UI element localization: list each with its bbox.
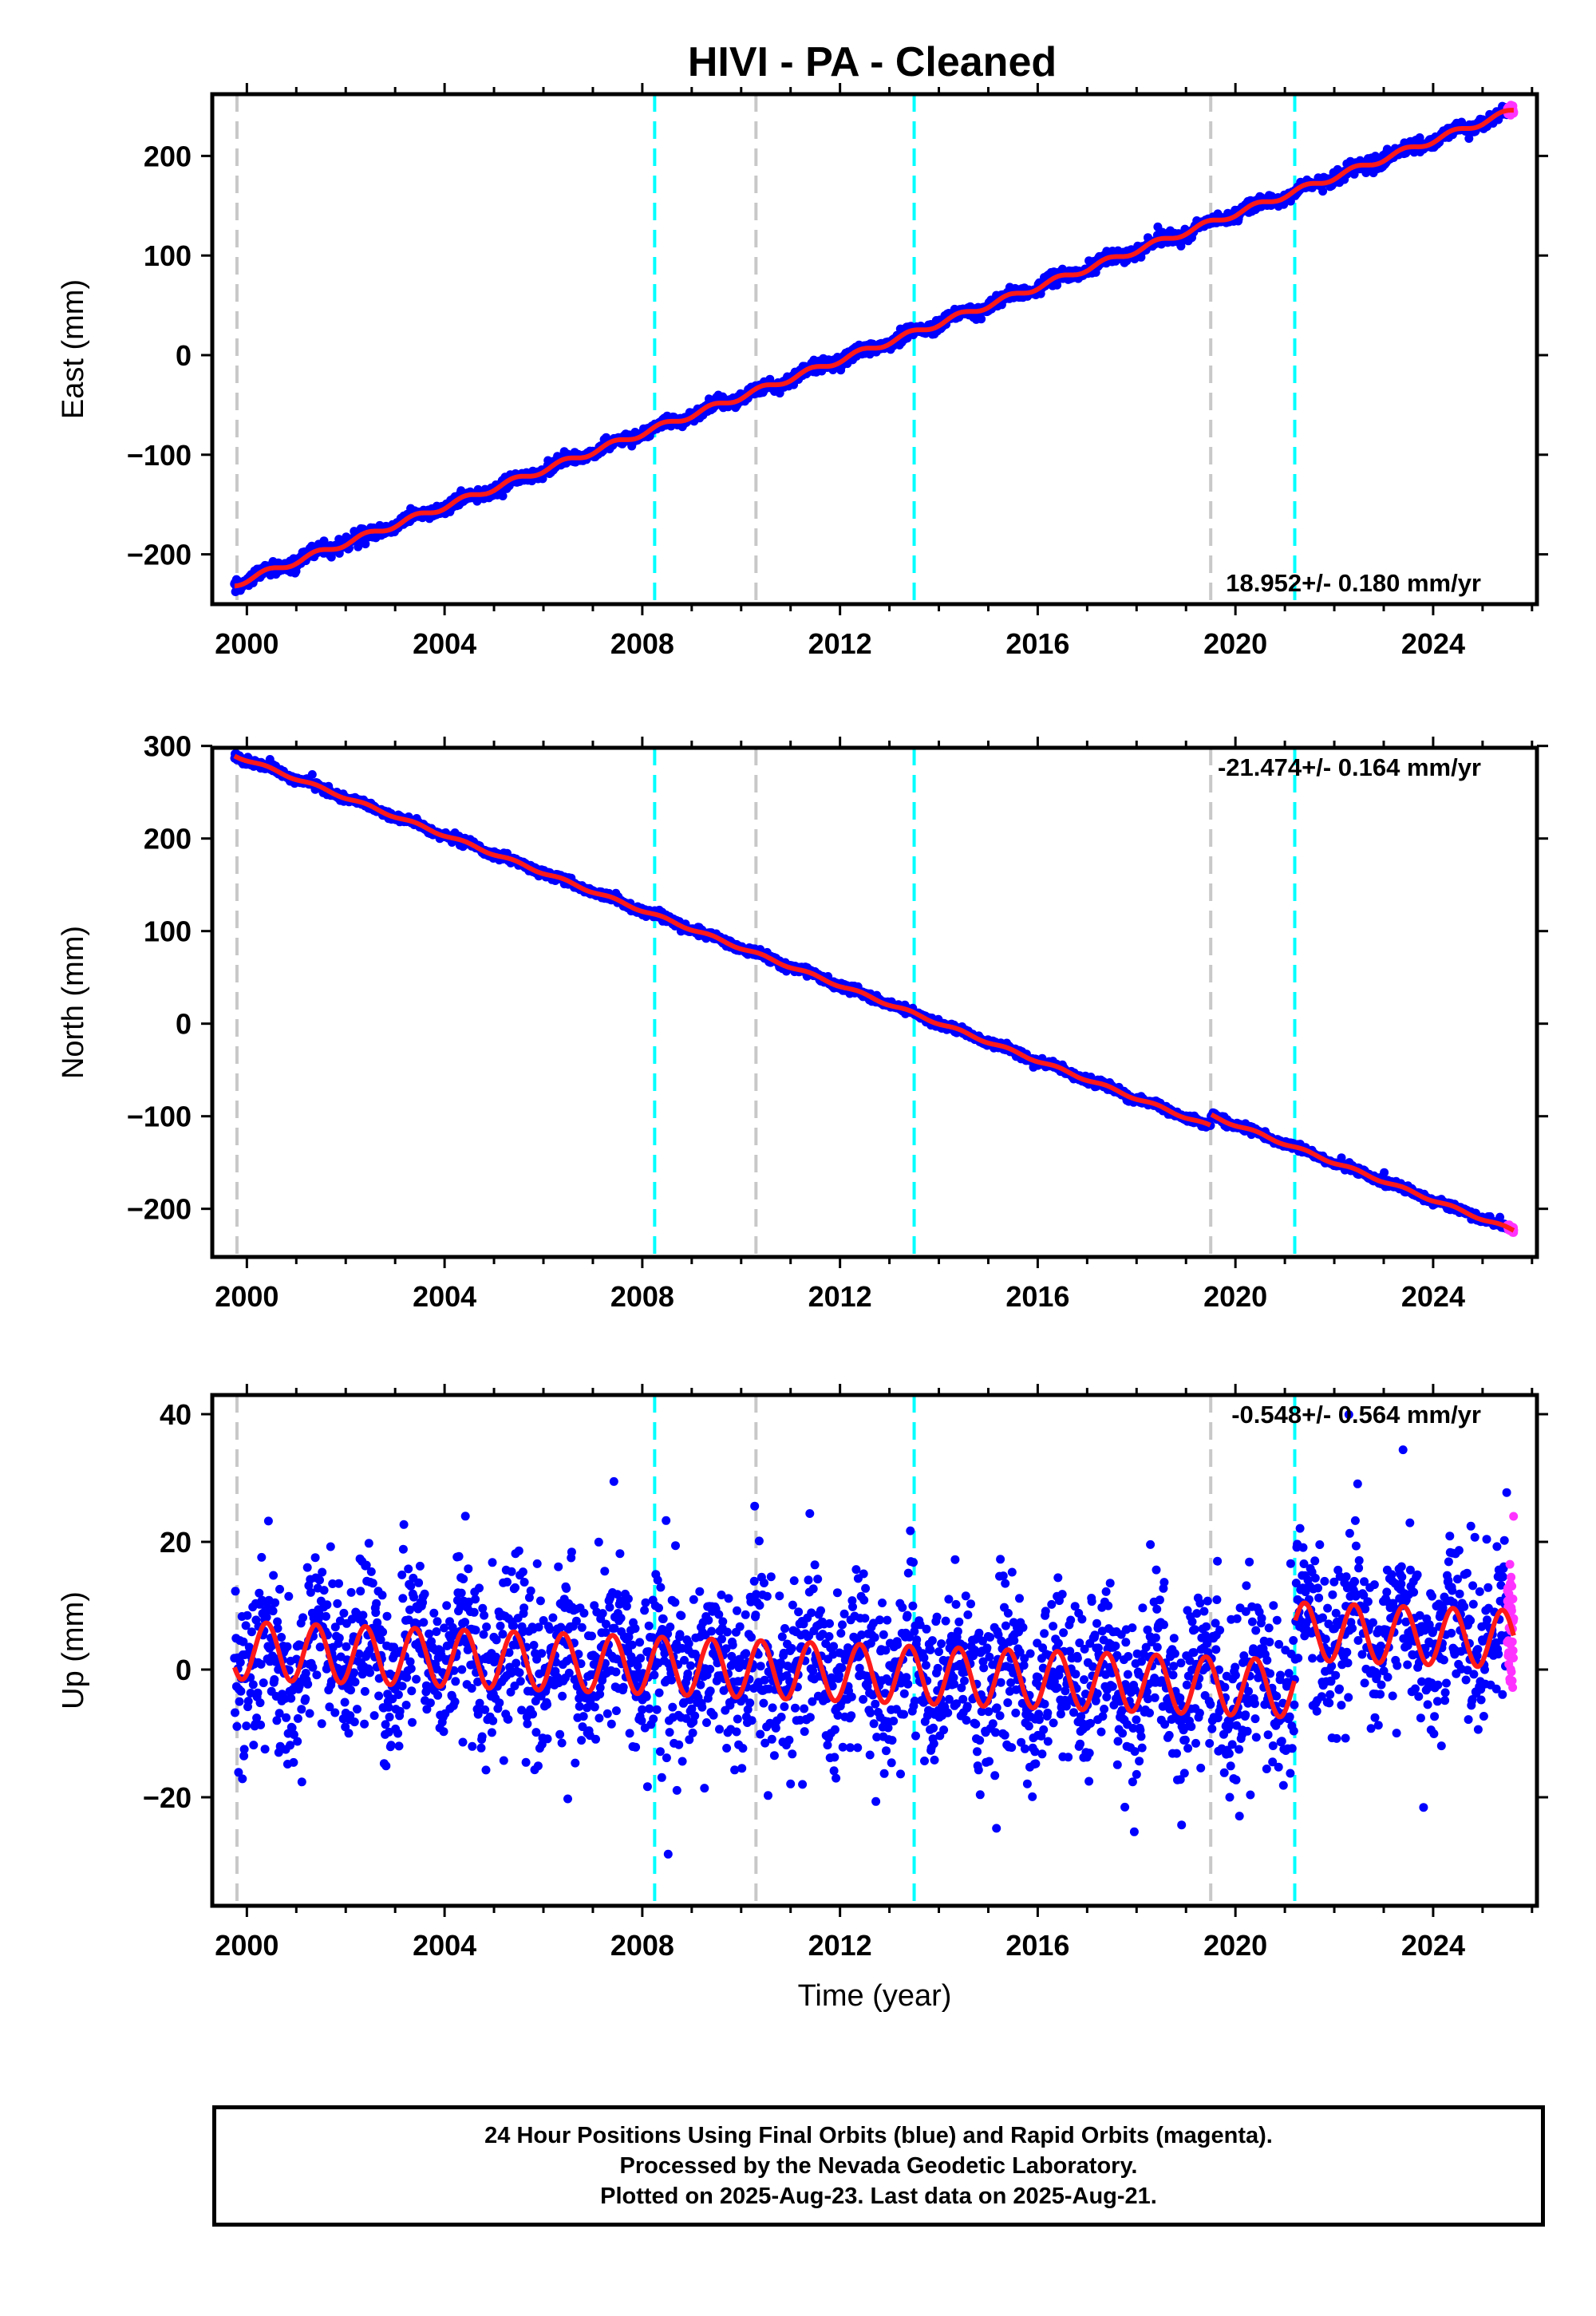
plot-frame (210, 92, 1539, 607)
x-tick-label: 2000 (215, 627, 279, 660)
final-orbit-point (1318, 187, 1328, 196)
rate-label: 18.952+/- 0.180 mm/yr (1226, 569, 1481, 597)
x-tick-label: 2004 (413, 627, 476, 660)
final-orbit-point (361, 539, 370, 549)
y-axis-label: East (mm) (57, 279, 90, 419)
data-points-north (230, 749, 1519, 1237)
final-orbit-point (307, 770, 317, 779)
y-tick-label: 200 (144, 140, 192, 172)
model-fit-line (234, 108, 1514, 589)
x-tick-label: 2012 (808, 627, 872, 660)
x-tick-label: 2008 (610, 627, 674, 660)
y-tick-label: −100 (127, 439, 192, 472)
chart-title: HIVI - PA - Cleaned (688, 39, 1057, 85)
y-tick-label: 0 (176, 339, 192, 372)
y-tick-label: 100 (144, 239, 192, 272)
panel-east: 2000 2004 2008 2012 2016 2020 2024 −200 −100 0 100… (57, 83, 1548, 660)
panel-north: 2000 2004 2008 2012 2016 2020 2024−200−1000100… (57, 730, 1548, 1313)
x-tick-label: 2020 (1203, 627, 1267, 660)
x-tick-label: 2024 (1401, 627, 1465, 660)
final-orbit-point (977, 314, 986, 324)
x-tick-label: 2016 (1005, 627, 1069, 660)
final-orbit-point (498, 492, 508, 500)
final-orbit-point (1380, 1168, 1389, 1177)
y-tick-label: −200 (127, 539, 192, 571)
